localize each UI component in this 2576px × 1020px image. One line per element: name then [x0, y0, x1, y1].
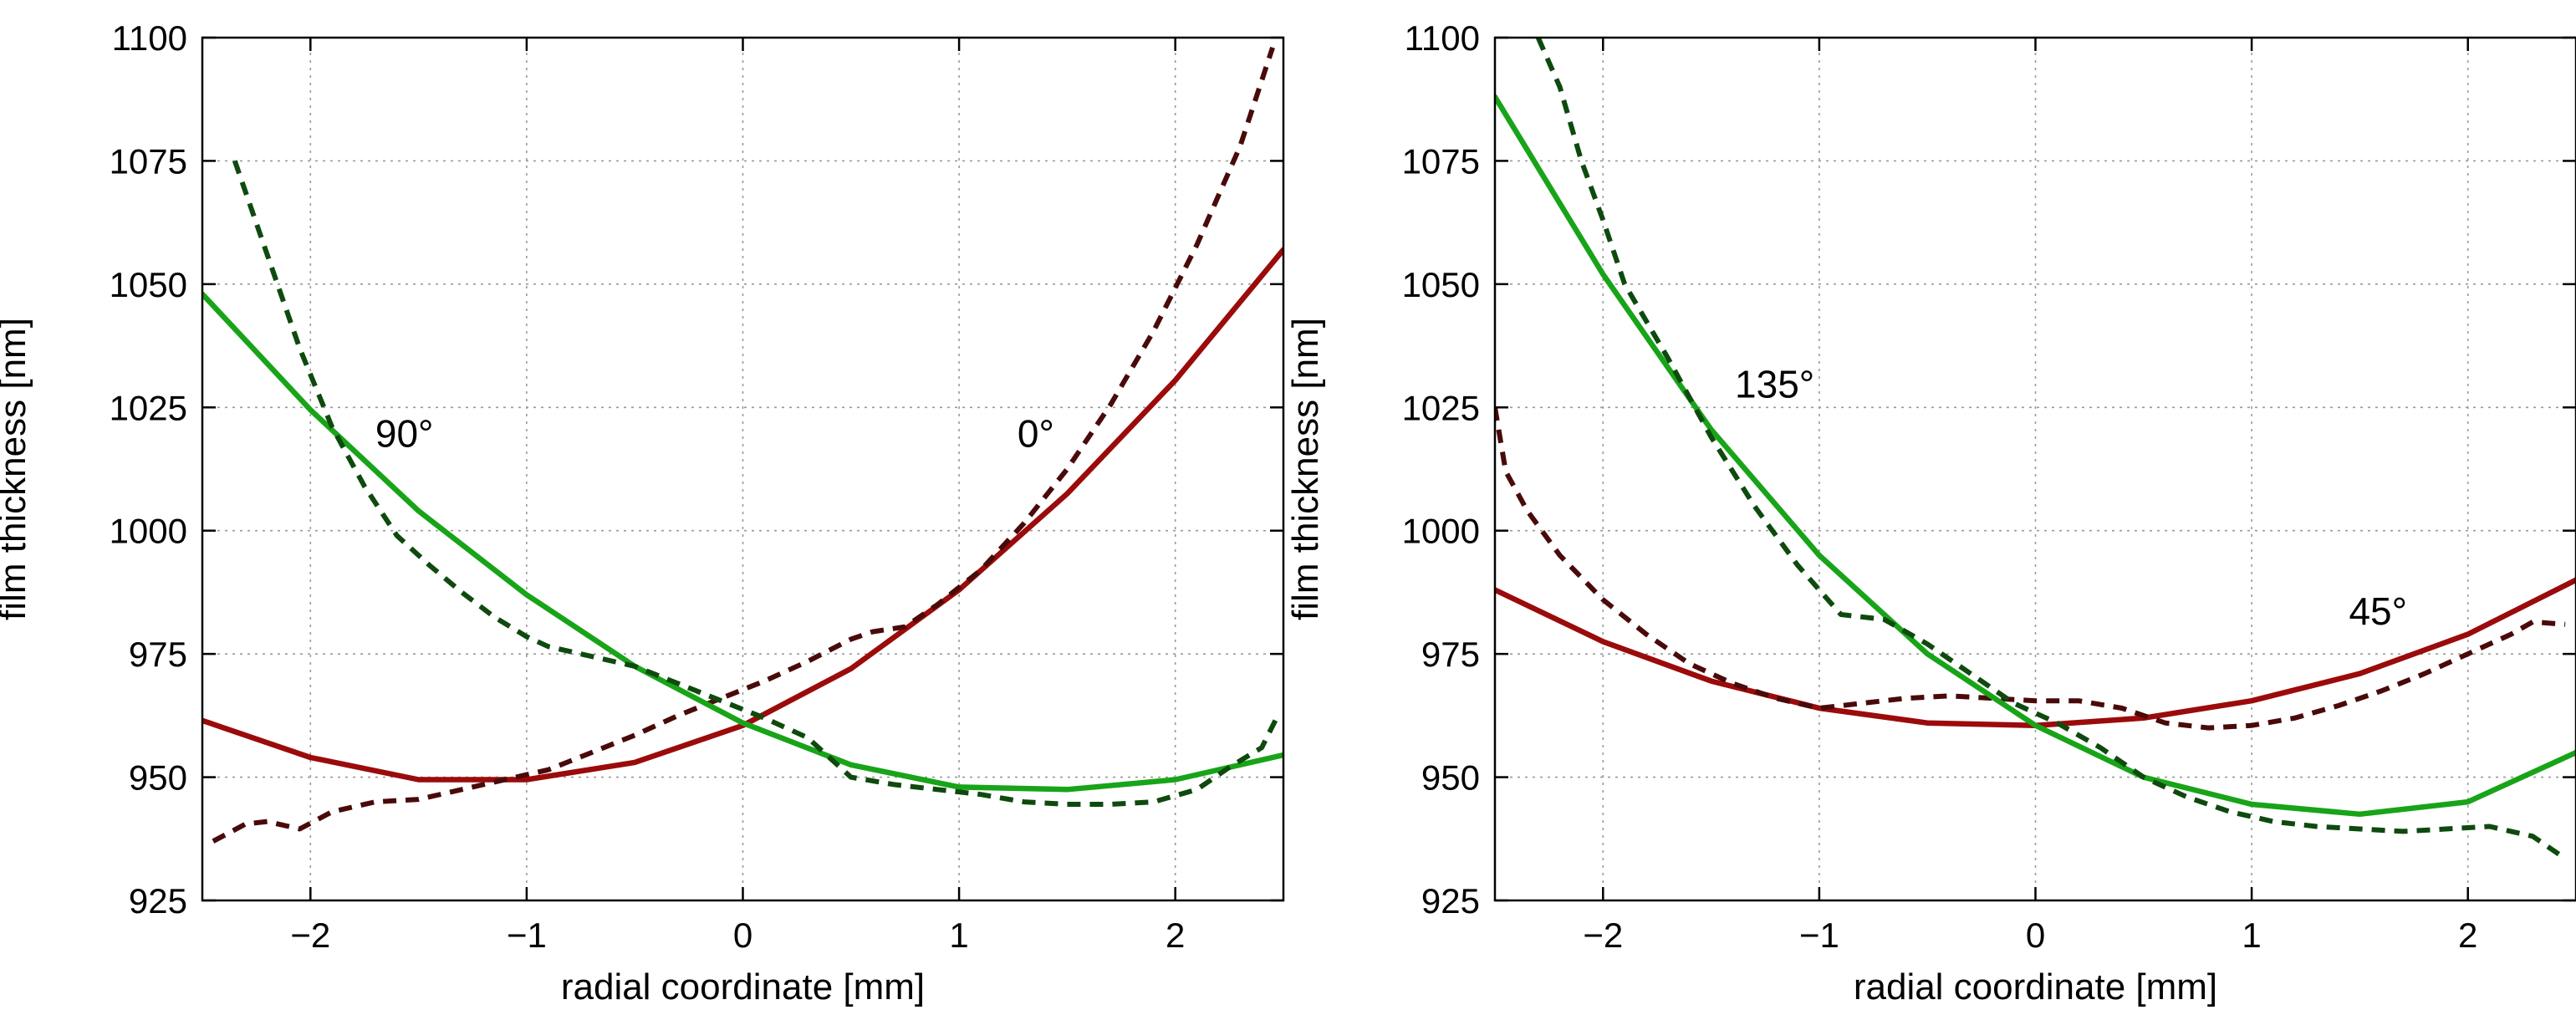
measured-series-line-0deg: [212, 46, 1275, 844]
angle-annotation: 90°: [375, 411, 434, 455]
x-tick-label: 0: [2026, 915, 2045, 955]
series-group: [1495, 38, 2576, 861]
y-tick-label: 1050: [1402, 265, 1480, 304]
y-tick-label: 975: [129, 635, 187, 674]
x-axis-label: radial coordinate [mm]: [561, 966, 925, 1007]
x-tick-label: 1: [2242, 915, 2261, 955]
measured-series-line-135deg: [1535, 38, 2567, 861]
y-tick-label: 950: [1421, 758, 1480, 798]
x-tick-label: −2: [1583, 915, 1623, 955]
measured-series-line-45deg: [1495, 406, 2566, 731]
y-tick-label: 1025: [110, 388, 187, 427]
y-tick-label: 1075: [1402, 141, 1480, 181]
y-axis-label: film thickness [nm]: [0, 318, 33, 620]
x-tick-label: 2: [1166, 915, 1185, 955]
y-tick-label: 1100: [112, 18, 187, 58]
y-tick-label: 1000: [1402, 512, 1480, 551]
left-panel: −2 −1 0 1 2 925 950 975 1000 1025 1050 1075 1100 radi…: [0, 18, 1285, 1007]
angle-annotation: 45°: [2349, 589, 2407, 633]
x-tick-label: 2: [2458, 915, 2477, 955]
x-tick-label: −2: [290, 915, 330, 955]
y-tick-label: 1000: [110, 512, 187, 551]
y-tick-label: 1075: [110, 141, 187, 181]
y-tick-label: 1025: [1402, 388, 1480, 427]
y-axis-label: film thickness [nm]: [1285, 318, 1326, 620]
x-tick-label: −1: [507, 915, 547, 955]
x-tick-label: −1: [1799, 915, 1839, 955]
measured-series-line-90deg: [232, 160, 1282, 807]
angle-annotation: 135°: [1735, 362, 1814, 405]
fit-series-line-90deg: [202, 291, 1283, 793]
x-tick-label: 0: [733, 915, 752, 955]
y-tick-label: 925: [129, 881, 187, 921]
y-tick-label: 925: [1421, 881, 1480, 921]
y-tick-label: 975: [1421, 635, 1480, 674]
fit-series-line-45deg: [1495, 577, 2576, 728]
angle-annotation: 0°: [1018, 411, 1054, 455]
y-tick-label: 950: [129, 758, 187, 798]
y-tick-label: 1100: [1405, 18, 1480, 58]
right-panel: −2 −1 0 1 2 925 950 975 1000 1025 1050 1075 1100 radi…: [1285, 18, 2576, 1007]
series-group: [202, 46, 1283, 844]
y-tick-label: 1050: [110, 265, 187, 304]
x-axis-label: radial coordinate [mm]: [1854, 966, 2217, 1007]
x-tick-label: 1: [949, 915, 968, 955]
fit-series-line-135deg: [1495, 94, 2576, 818]
